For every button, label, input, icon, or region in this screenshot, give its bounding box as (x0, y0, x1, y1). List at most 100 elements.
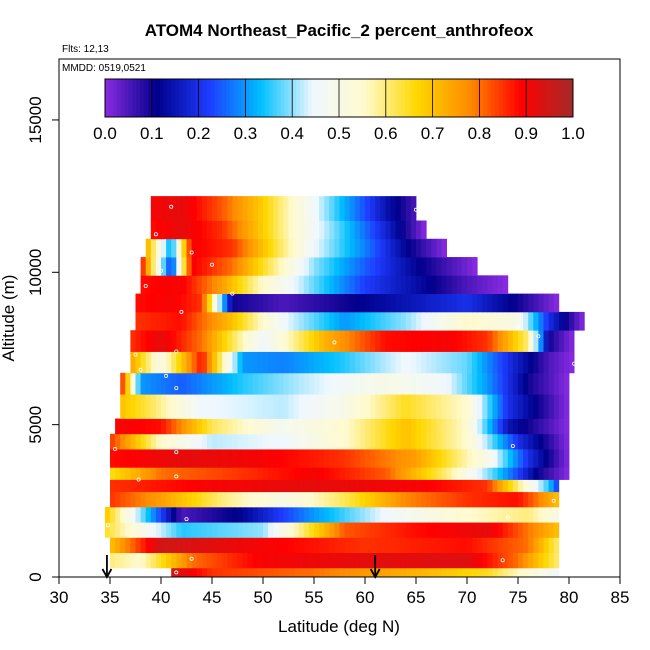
heatmap-cell (370, 537, 376, 554)
heatmap-cell (155, 449, 162, 468)
heatmap-cell (416, 449, 422, 468)
heatmap-cell (446, 418, 453, 435)
heatmap-cell (569, 311, 575, 331)
heatmap-cell (120, 372, 126, 395)
heatmap-cell (212, 330, 218, 352)
heatmap-cell (227, 433, 233, 450)
heatmap-cell (431, 567, 437, 578)
heatmap-cell (263, 522, 269, 538)
heatmap-cell (385, 522, 391, 538)
heatmap-cell (314, 449, 320, 468)
heatmap-cell (273, 351, 279, 374)
heatmap-cell (436, 293, 442, 313)
heatmap-cell (518, 311, 524, 331)
heatmap-cell (497, 491, 504, 508)
heatmap-cell (166, 311, 172, 331)
colorbar-swatch (378, 79, 383, 117)
sample-point (136, 477, 141, 482)
heatmap-cell (395, 567, 402, 578)
heatmap-cell (533, 351, 539, 374)
heatmap-cell (319, 552, 325, 569)
heatmap-cell (507, 479, 514, 493)
heatmap-cell (314, 506, 320, 523)
heatmap-cell (431, 537, 437, 554)
heatmap-cell (232, 275, 238, 295)
heatmap-cell (263, 238, 269, 258)
heatmap-cell (441, 330, 447, 352)
heatmap-cell (365, 238, 371, 258)
heatmap-cell (242, 330, 249, 352)
heatmap-cell (120, 522, 126, 538)
heatmap-cell (426, 491, 432, 508)
heatmap-cell (431, 418, 437, 435)
colorbar-tick-label: 0.2 (187, 124, 211, 143)
colorbar-swatch (116, 79, 122, 117)
heatmap-band (145, 238, 447, 258)
heatmap-cell (436, 537, 442, 554)
heatmap-cell (467, 394, 473, 419)
heatmap-cell (482, 567, 488, 578)
heatmap-cell (523, 537, 529, 554)
x-tick-label: 60 (356, 588, 375, 607)
heatmap-cell (365, 293, 371, 313)
heatmap-cell (263, 311, 269, 331)
heatmap-cell (191, 491, 198, 508)
heatmap-cell (339, 506, 345, 523)
heatmap-cell (268, 467, 274, 480)
heatmap-cell (257, 351, 264, 374)
heatmap-cell (242, 567, 249, 578)
heatmap-cell (431, 275, 437, 295)
heatmap-cell (206, 567, 213, 578)
heatmap-cell (354, 293, 361, 313)
heatmap-cell (416, 220, 422, 240)
sample-point (174, 349, 179, 354)
heatmap-cell (385, 552, 391, 569)
heatmap-cell (319, 537, 325, 554)
colorbar-swatch (385, 79, 391, 117)
heatmap-cell (319, 418, 325, 435)
heatmap-cell (410, 567, 417, 578)
heatmap-cell (227, 479, 233, 493)
heatmap-cell (359, 567, 366, 578)
heatmap-cell (186, 418, 192, 435)
heatmap-cell (344, 522, 351, 538)
heatmap-cell (257, 449, 264, 468)
heatmap-cell (181, 418, 187, 435)
y-axis-label: Altitude (m) (0, 275, 18, 362)
heatmap-cell (232, 491, 238, 508)
heatmap-cell (191, 351, 198, 374)
heatmap-cell (186, 330, 192, 352)
heatmap-cell (441, 491, 447, 508)
heatmap-cell (273, 506, 279, 523)
heatmap-cell (201, 311, 208, 331)
heatmap-cell (232, 537, 238, 554)
colorbar-swatch (557, 79, 562, 117)
colorbar-swatch (339, 79, 344, 117)
heatmap-cell (390, 479, 396, 493)
heatmap-cell (523, 394, 529, 419)
heatmap-cell (268, 238, 274, 258)
colorbar-swatch (167, 79, 172, 117)
colorbar-swatch (300, 79, 305, 117)
heatmap-cell (283, 372, 289, 395)
colorbar-swatch (549, 79, 554, 117)
heatmap-cell (502, 552, 509, 569)
heatmap-cell (548, 351, 555, 374)
heatmap-cell (502, 467, 509, 480)
heatmap-cell (553, 506, 560, 523)
heatmap-cell (268, 275, 274, 295)
heatmap-cell (502, 330, 509, 352)
heatmap-cell (477, 311, 483, 331)
heatmap-cell (385, 479, 391, 493)
heatmap-cell (385, 467, 391, 480)
heatmap-cell (278, 220, 284, 240)
heatmap-cell (135, 491, 141, 508)
heatmap-cell (380, 467, 386, 480)
heatmap-cell (502, 372, 509, 395)
heatmap-cell (201, 238, 208, 258)
heatmap-cell (472, 394, 478, 419)
heatmap-cell (349, 220, 356, 240)
heatmap-cell (181, 394, 187, 419)
heatmap-cell (212, 467, 218, 480)
heatmap-cell (206, 351, 213, 374)
